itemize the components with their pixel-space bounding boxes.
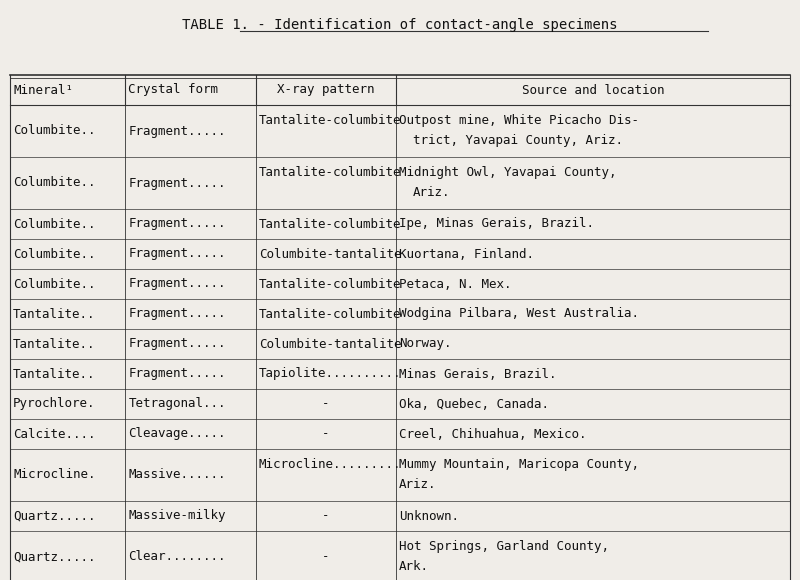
Text: Norway.: Norway. xyxy=(399,338,451,350)
Text: Massive-milky: Massive-milky xyxy=(129,509,226,523)
Text: Tantalite-columbite: Tantalite-columbite xyxy=(258,166,401,179)
Text: Tantalite..: Tantalite.. xyxy=(13,307,95,321)
Text: Crystal form: Crystal form xyxy=(129,84,218,96)
Text: -: - xyxy=(322,550,330,564)
Text: Oka, Quebec, Canada.: Oka, Quebec, Canada. xyxy=(399,397,549,411)
Text: Tantalite-columbite: Tantalite-columbite xyxy=(258,218,401,230)
Text: Fragment.....: Fragment..... xyxy=(129,307,226,321)
Text: Ipe, Minas Gerais, Brazil.: Ipe, Minas Gerais, Brazil. xyxy=(399,218,594,230)
Text: Cleavage.....: Cleavage..... xyxy=(129,427,226,440)
Text: trict, Yavapai County, Ariz.: trict, Yavapai County, Ariz. xyxy=(413,134,623,147)
Text: Quartz.....: Quartz..... xyxy=(13,550,95,564)
Text: Fragment.....: Fragment..... xyxy=(129,277,226,291)
Text: -: - xyxy=(322,397,330,411)
Text: X-ray pattern: X-ray pattern xyxy=(277,84,374,96)
Text: Tantalite..: Tantalite.. xyxy=(13,338,95,350)
Text: Columbite..: Columbite.. xyxy=(13,176,95,190)
Text: Petaca, N. Mex.: Petaca, N. Mex. xyxy=(399,277,512,291)
Text: Massive......: Massive...... xyxy=(129,469,226,481)
Text: Tetragonal...: Tetragonal... xyxy=(129,397,226,411)
Text: Unknown.: Unknown. xyxy=(399,509,459,523)
Text: Columbite..: Columbite.. xyxy=(13,277,95,291)
Text: Columbite..: Columbite.. xyxy=(13,218,95,230)
Text: Fragment.....: Fragment..... xyxy=(129,218,226,230)
Text: Clear........: Clear........ xyxy=(129,550,226,564)
Text: Fragment.....: Fragment..... xyxy=(129,248,226,260)
Text: Tantalite-columbite: Tantalite-columbite xyxy=(258,277,401,291)
Text: Pyrochlore.: Pyrochlore. xyxy=(13,397,95,411)
Text: Microcline.........: Microcline......... xyxy=(258,458,401,471)
Text: Columbite-tantalite: Columbite-tantalite xyxy=(258,338,401,350)
Text: Tantalite-columbite: Tantalite-columbite xyxy=(258,114,401,127)
Text: -: - xyxy=(322,509,330,523)
Text: Columbite..: Columbite.. xyxy=(13,248,95,260)
Text: Wodgina Pilbara, West Australia.: Wodgina Pilbara, West Australia. xyxy=(399,307,639,321)
Text: Fragment.....: Fragment..... xyxy=(129,368,226,380)
Text: TABLE 1. - Identification of contact-angle specimens: TABLE 1. - Identification of contact-ang… xyxy=(182,18,618,32)
Text: Mummy Mountain, Maricopa County,: Mummy Mountain, Maricopa County, xyxy=(399,458,639,471)
Text: Creel, Chihuahua, Mexico.: Creel, Chihuahua, Mexico. xyxy=(399,427,586,440)
Text: Ariz.: Ariz. xyxy=(413,186,450,199)
Text: Microcline.: Microcline. xyxy=(13,469,95,481)
Text: Fragment.....: Fragment..... xyxy=(129,176,226,190)
Text: Source and location: Source and location xyxy=(522,84,664,96)
Text: Midnight Owl, Yavapai County,: Midnight Owl, Yavapai County, xyxy=(399,166,617,179)
Text: Minas Gerais, Brazil.: Minas Gerais, Brazil. xyxy=(399,368,557,380)
Text: -: - xyxy=(322,427,330,440)
Text: Tantalite-columbite: Tantalite-columbite xyxy=(258,307,401,321)
Text: Ark.: Ark. xyxy=(399,560,429,573)
Text: Tantalite..: Tantalite.. xyxy=(13,368,95,380)
Text: Hot Springs, Garland County,: Hot Springs, Garland County, xyxy=(399,540,609,553)
Text: Outpost mine, White Picacho Dis-: Outpost mine, White Picacho Dis- xyxy=(399,114,639,127)
Text: Fragment.....: Fragment..... xyxy=(129,125,226,137)
Text: Tapiolite..........: Tapiolite.......... xyxy=(258,368,401,380)
Text: Fragment.....: Fragment..... xyxy=(129,338,226,350)
Text: Calcite....: Calcite.... xyxy=(13,427,95,440)
Text: Mineral¹: Mineral¹ xyxy=(13,84,73,96)
Text: Columbite..: Columbite.. xyxy=(13,125,95,137)
Text: Kuortana, Finland.: Kuortana, Finland. xyxy=(399,248,534,260)
Text: Quartz.....: Quartz..... xyxy=(13,509,95,523)
Text: Ariz.: Ariz. xyxy=(399,478,437,491)
Text: Columbite-tantalite: Columbite-tantalite xyxy=(258,248,401,260)
